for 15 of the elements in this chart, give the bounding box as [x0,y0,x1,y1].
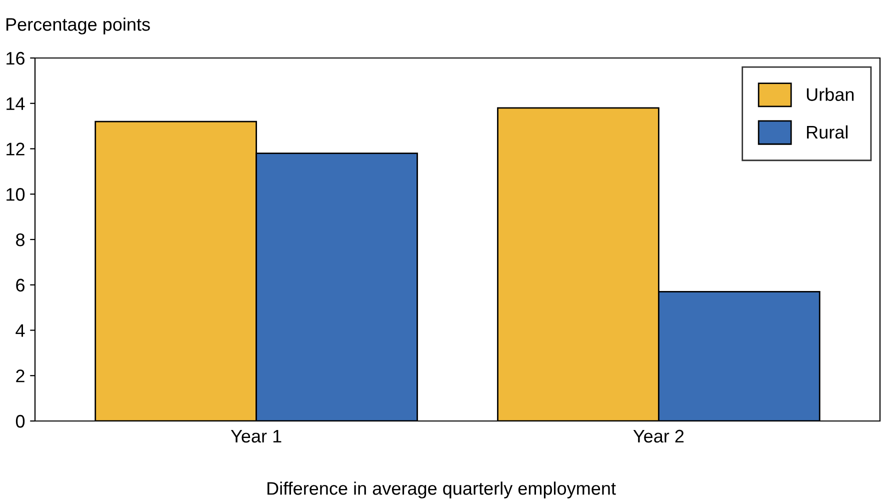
y-tick-label: 6 [16,278,24,292]
y-tick-label: 12 [6,142,24,156]
x-tick-label: Year 2 [633,430,684,443]
y-tick-label: 14 [6,97,25,110]
y-tick-label: 4 [16,324,25,337]
y-tick-label: 2 [16,370,24,382]
x-tick-label: Year 1 [230,430,282,443]
x-axis-title: Difference in average quarterly employment [268,482,616,498]
legend-label: Rural [807,125,848,139]
y-tick-label: 8 [16,233,24,246]
y-tick-label: 0 [16,414,25,428]
y-tick-label: 10 [6,188,25,201]
y-axis-title: Percentage points [6,18,150,34]
y-tick-label: 16 [6,52,24,65]
legend-label: Urban [806,88,854,101]
